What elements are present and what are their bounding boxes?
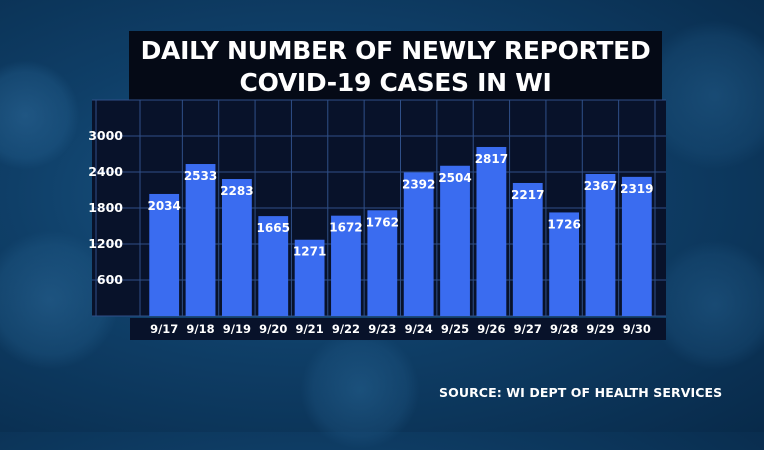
title-line-2: COVID-19 CASES IN WI <box>239 68 552 97</box>
bar <box>476 146 507 316</box>
virus-decoration <box>650 240 764 370</box>
bar-chart: 6001200180024003000203425332283166512711… <box>88 99 666 340</box>
bar <box>185 164 216 316</box>
bar <box>403 172 434 316</box>
y-tick-label: 1800 <box>88 200 123 215</box>
bar-value-label: 2319 <box>620 182 653 196</box>
x-tick-label: 9/17 <box>150 322 178 336</box>
y-tick-label: 3000 <box>88 128 123 143</box>
bar-value-label: 1271 <box>293 245 326 259</box>
y-tick-label: 1200 <box>88 236 123 251</box>
bar-value-label: 1665 <box>257 221 290 235</box>
bar-value-label: 2504 <box>438 171 471 185</box>
x-tick-label: 9/27 <box>514 322 542 336</box>
bar <box>149 193 180 316</box>
bar <box>549 212 580 316</box>
bar-value-label: 2367 <box>584 179 617 193</box>
source-note: SOURCE: WI DEPT OF HEALTH SERVICES <box>439 385 723 400</box>
bar <box>621 176 652 316</box>
x-tick-label: 9/22 <box>332 322 360 336</box>
y-tick-label: 2400 <box>88 164 123 179</box>
bar <box>331 215 361 316</box>
x-tick-label: 9/19 <box>223 322 251 336</box>
bar-value-label: 2034 <box>147 199 180 213</box>
x-tick-label: 9/24 <box>405 322 433 336</box>
bar-value-label: 2392 <box>402 177 435 191</box>
x-tick-label: 9/25 <box>441 322 469 336</box>
bar-value-label: 1726 <box>547 217 580 231</box>
x-tick-label: 9/29 <box>586 322 614 336</box>
x-tick-label: 9/18 <box>186 322 214 336</box>
bar-value-label: 2217 <box>511 188 544 202</box>
x-axis-band <box>130 318 666 340</box>
x-tick-label: 9/28 <box>550 322 578 336</box>
x-tick-label: 9/30 <box>623 322 651 336</box>
bar-value-label: 2533 <box>184 169 217 183</box>
bar <box>367 210 398 316</box>
bar <box>585 173 616 316</box>
bar-value-label: 2817 <box>475 152 508 166</box>
x-tick-label: 9/21 <box>295 322 323 336</box>
chart-title: DAILY NUMBER OF NEWLY REPORTED COVID-19 … <box>129 31 662 103</box>
y-tick-label: 600 <box>97 272 123 287</box>
title-line-1: DAILY NUMBER OF NEWLY REPORTED <box>140 36 651 65</box>
x-tick-label: 9/23 <box>368 322 396 336</box>
bar-value-label: 1672 <box>329 221 362 235</box>
bar <box>294 239 325 316</box>
x-tick-label: 9/20 <box>259 322 287 336</box>
bar-value-label: 1762 <box>366 215 399 229</box>
bar <box>221 179 252 316</box>
virus-decoration <box>300 330 420 450</box>
x-tick-label: 9/26 <box>477 322 505 336</box>
bar <box>440 165 470 316</box>
bar <box>512 182 543 316</box>
bar <box>258 216 289 316</box>
bar-value-label: 2283 <box>220 184 253 198</box>
